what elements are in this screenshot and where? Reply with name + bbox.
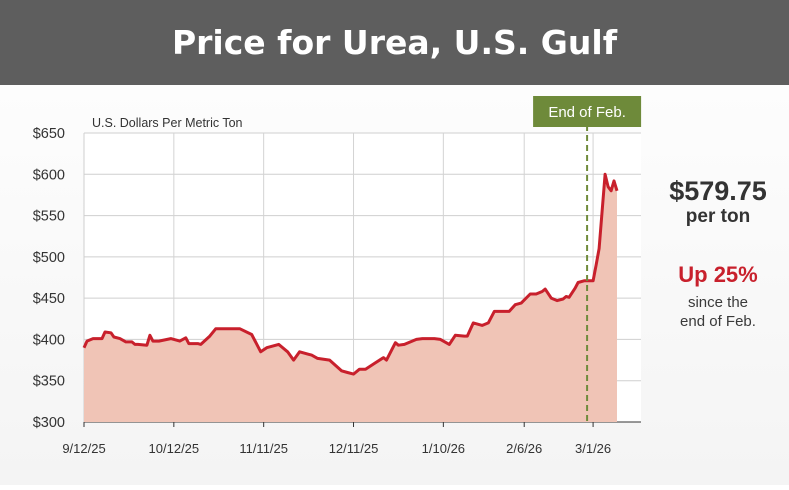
price-area — [84, 174, 617, 422]
change-reference: since the end of Feb. — [648, 293, 788, 331]
x-tick-label: 11/11/25 — [239, 441, 288, 456]
y-tick-label: $350 — [33, 374, 65, 390]
x-axis-ticks: 9/12/25 10/12/25 11/11/25 12/11/25 1/10/26 2/… — [62, 422, 611, 456]
y-tick-label: $500 — [33, 250, 65, 266]
y-tick-label: $550 — [33, 209, 65, 225]
per-ton-label: per ton — [685, 206, 751, 227]
x-tick-label: 10/12/25 — [149, 441, 200, 456]
y-tick-label: $400 — [33, 332, 65, 348]
y-tick-label: $600 — [33, 167, 65, 183]
chart-title: Price for Urea, U.S. Gulf — [0, 0, 789, 85]
change-reference-line1: since the — [687, 294, 749, 311]
end-of-feb-label: End of Feb. — [548, 104, 626, 121]
chart-area: $650 $600 $550 $500 $450 $400 $350 $300 9/12/25… — [0, 85, 789, 485]
x-tick-label: 2/6/26 — [506, 441, 542, 456]
x-tick-label: 9/12/25 — [62, 441, 105, 456]
x-tick-label: 3/1/26 — [575, 441, 611, 456]
y-tick-label: $650 — [33, 126, 65, 142]
end-of-feb-label-box — [533, 96, 642, 127]
change-percent: Up 25% — [678, 262, 758, 287]
y-tick-label: $300 — [33, 415, 65, 431]
y-tick-label: $450 — [33, 291, 65, 307]
x-tick-label: 1/10/26 — [422, 441, 465, 456]
x-tick-label: 12/11/25 — [329, 441, 379, 456]
change-reference-line2: end of Feb. — [680, 313, 756, 330]
y-axis-ticks: $650 $600 $550 $500 $450 $400 $350 $300 — [33, 126, 65, 431]
unit-label: U.S. Dollars Per Metric Ton — [92, 116, 243, 130]
price-line — [82, 172, 619, 376]
urea-price-chart: $650 $600 $550 $500 $450 $400 $350 $300 9/12/25… — [33, 96, 642, 456]
current-price: $579.75 — [669, 176, 767, 206]
